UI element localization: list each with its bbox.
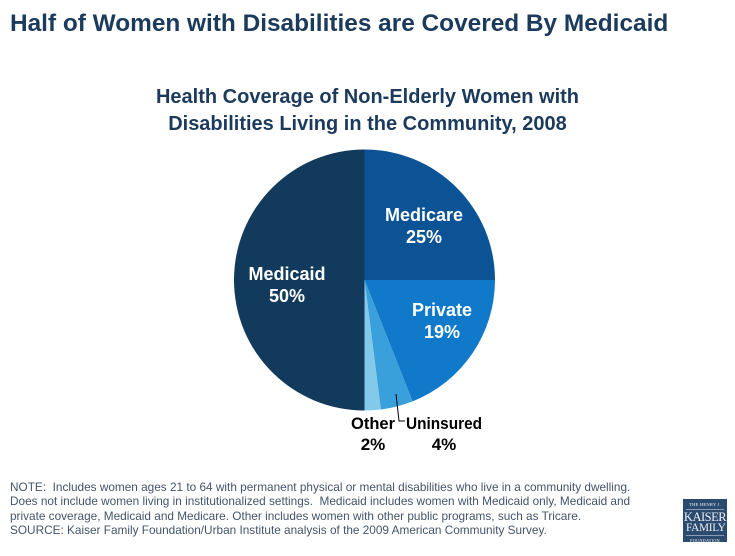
svg-text:50%: 50%: [269, 286, 305, 306]
svg-text:Other: Other: [351, 414, 395, 433]
svg-text:Medicaid: Medicaid: [248, 264, 325, 284]
svg-text:Uninsured: Uninsured: [406, 414, 482, 433]
svg-text:2%: 2%: [361, 435, 386, 454]
svg-text:25%: 25%: [406, 227, 442, 247]
svg-text:Private: Private: [412, 300, 472, 320]
svg-text:4%: 4%: [432, 435, 457, 454]
svg-text:19%: 19%: [424, 322, 460, 342]
svg-text:Medicare: Medicare: [385, 205, 463, 225]
